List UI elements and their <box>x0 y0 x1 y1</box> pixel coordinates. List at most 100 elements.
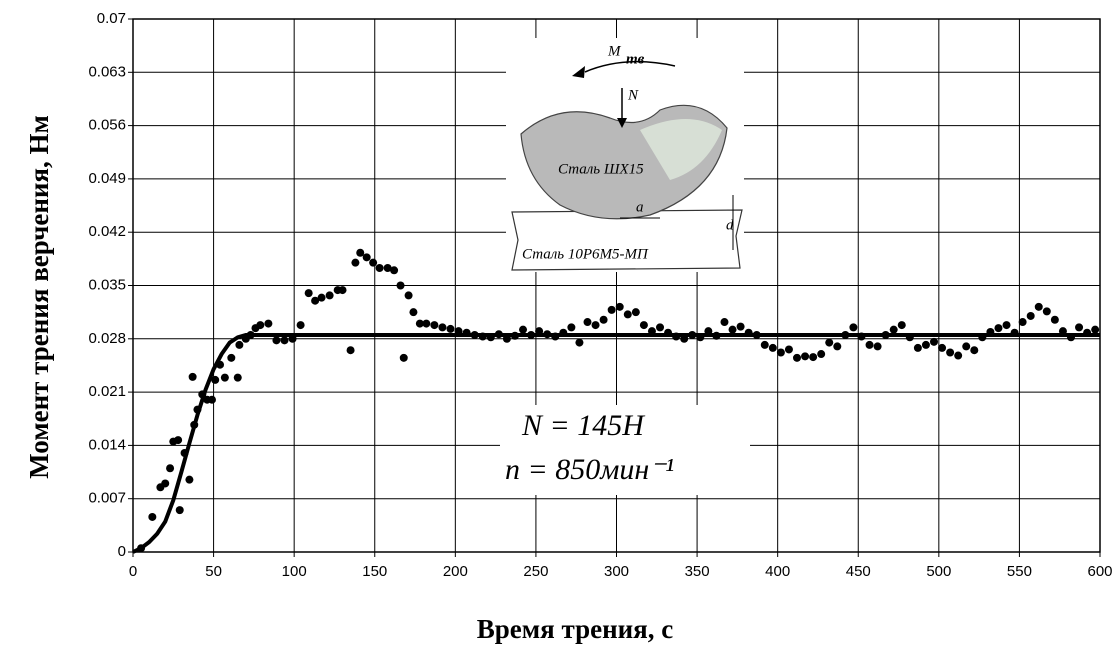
x-tick-label: 100 <box>282 563 307 580</box>
inset-moment: M <box>607 43 622 59</box>
y-tick-label: 0 <box>118 543 126 560</box>
data-point <box>438 323 446 331</box>
y-axis-title: Момент трения верчения, Нм <box>24 115 54 479</box>
data-point <box>946 349 954 357</box>
data-point <box>227 354 235 362</box>
data-point <box>422 320 430 328</box>
data-point <box>208 396 216 404</box>
x-tick-label: 500 <box>926 563 951 580</box>
data-point <box>256 321 264 329</box>
x-tick-label: 0 <box>129 563 137 580</box>
data-point <box>305 289 313 297</box>
data-point <box>166 464 174 472</box>
data-point <box>608 306 616 314</box>
data-point <box>600 316 608 324</box>
y-tick-label: 0.035 <box>88 276 126 293</box>
x-tick-label: 300 <box>604 563 629 580</box>
data-point <box>272 336 280 344</box>
data-point <box>793 354 801 362</box>
chart: Время трения, с Момент трения верчения, … <box>0 0 1120 649</box>
y-tick-label: 0.063 <box>88 63 126 80</box>
inset-illustration: M тв N Сталь ШХ15 a d Сталь 10Р6М5-МП <box>506 38 744 272</box>
data-point <box>761 341 769 349</box>
inset-d: d <box>726 217 734 233</box>
x-tick-label: 350 <box>685 563 710 580</box>
y-tick-label: 0.028 <box>88 330 126 347</box>
data-point <box>390 266 398 274</box>
data-point <box>174 436 182 444</box>
annotation: n = 850мин⁻¹ <box>505 453 674 486</box>
x-tick-label: 450 <box>846 563 871 580</box>
data-point <box>519 326 527 334</box>
data-point <box>446 325 454 333</box>
data-point <box>729 326 737 334</box>
y-tick-label: 0.007 <box>88 490 126 507</box>
x-tick-label: 600 <box>1087 563 1112 580</box>
inset-plate-label: Сталь 10Р6М5-МП <box>522 246 649 262</box>
data-point <box>575 339 583 347</box>
data-point <box>297 321 305 329</box>
data-point <box>189 373 197 381</box>
data-point <box>938 344 946 352</box>
data-point <box>914 344 922 352</box>
y-tick-label: 0.056 <box>88 117 126 134</box>
data-point <box>400 354 408 362</box>
data-point <box>994 324 1002 332</box>
data-point <box>809 353 817 361</box>
data-point <box>148 513 156 521</box>
data-point <box>409 308 417 316</box>
data-point <box>632 308 640 316</box>
data-point <box>890 326 898 334</box>
data-point <box>376 264 384 272</box>
x-tick-label: 550 <box>1007 563 1032 580</box>
data-point <box>737 323 745 331</box>
data-point <box>1035 303 1043 311</box>
data-point <box>1091 326 1099 334</box>
inset-force: N <box>627 87 639 103</box>
annotation: N = 145H <box>521 409 646 442</box>
data-point <box>430 321 438 329</box>
data-point <box>624 310 632 318</box>
data-point <box>567 323 575 331</box>
data-point <box>1075 323 1083 331</box>
data-point <box>185 476 193 484</box>
data-point <box>785 345 793 353</box>
data-point <box>866 341 874 349</box>
data-point <box>1027 312 1035 320</box>
data-point <box>833 342 841 350</box>
data-point <box>801 352 809 360</box>
data-point <box>318 294 326 302</box>
data-point <box>817 350 825 358</box>
data-point <box>397 282 405 290</box>
data-point <box>970 346 978 354</box>
y-tick-label: 0.014 <box>88 436 126 453</box>
x-tick-label: 200 <box>443 563 468 580</box>
data-point <box>849 323 857 331</box>
y-tick-label: 0.049 <box>88 170 126 187</box>
data-point <box>356 249 364 257</box>
data-point <box>347 346 355 354</box>
data-point <box>1051 316 1059 324</box>
data-point <box>280 336 288 344</box>
data-point <box>954 352 962 360</box>
data-point <box>777 349 785 357</box>
data-point <box>962 342 970 350</box>
x-tick-label: 250 <box>523 563 548 580</box>
data-point <box>235 341 243 349</box>
data-point <box>161 479 169 487</box>
data-point <box>1043 307 1051 315</box>
inset-ball-label: Сталь ШХ15 <box>558 161 644 177</box>
data-point <box>351 259 359 267</box>
data-point <box>720 318 728 326</box>
data-point <box>363 253 371 261</box>
data-point <box>640 321 648 329</box>
data-point <box>1019 318 1027 326</box>
inset-a: a <box>636 199 644 215</box>
x-tick-label: 400 <box>765 563 790 580</box>
data-point <box>874 342 882 350</box>
data-point <box>326 291 334 299</box>
data-point <box>656 323 664 331</box>
data-point <box>369 259 377 267</box>
x-axis-title: Время трения, с <box>477 614 674 644</box>
inset-moment-sub: тв <box>626 51 645 67</box>
